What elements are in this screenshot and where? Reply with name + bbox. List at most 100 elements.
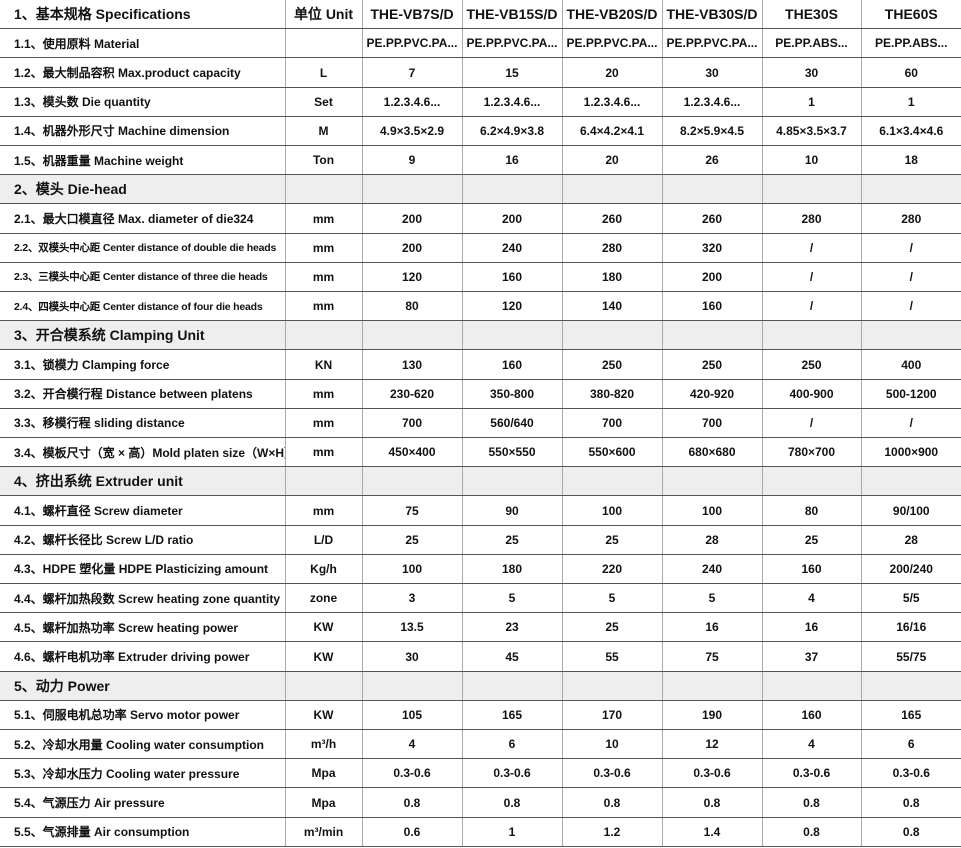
value-cell: 160: [761, 700, 861, 731]
spec-label: 4.2、螺杆长径比 Screw L/D ratio: [0, 525, 285, 555]
value-cell: 25: [561, 525, 662, 555]
value-cell: 1.4: [661, 817, 762, 848]
value-cell: 200: [661, 262, 762, 293]
empty-cell: [561, 466, 662, 497]
value-cell: 380-820: [561, 379, 662, 409]
value-cell: 28: [860, 525, 961, 555]
value-cell: 0.8: [761, 817, 861, 848]
value-cell: /: [860, 233, 961, 263]
value-cell: 260: [561, 203, 662, 234]
spec-label: 4.1、螺杆直径 Screw diameter: [0, 495, 285, 526]
section-title: 3、开合模系统 Clamping Unit: [0, 320, 285, 351]
column-header: THE-VB15S/D: [461, 0, 562, 30]
value-cell: 280: [860, 203, 961, 234]
unit-cell: Kg/h: [284, 554, 362, 585]
value-cell: 16: [761, 612, 861, 643]
spec-row: 1.3、模头数 Die quantity Set 1.2.3.4.6... 1.2.3…: [0, 87, 961, 117]
spec-row: 4.6、螺杆电机功率 Extruder driving power KW 30 45 5…: [0, 641, 961, 672]
value-cell: 16: [661, 612, 762, 643]
value-cell: 16/16: [860, 612, 961, 643]
unit-cell: Ton: [284, 145, 362, 176]
value-cell: 240: [661, 554, 762, 585]
value-cell: 350-800: [461, 379, 562, 409]
empty-cell: [761, 174, 861, 205]
spec-row: 2.2、双模头中心距 Center distance of double die…: [0, 233, 961, 263]
value-cell: 6: [461, 729, 562, 760]
value-cell: /: [860, 408, 961, 439]
spec-label: 2.4、四模头中心距 Center distance of four die h…: [0, 291, 285, 322]
value-cell: 0.3-0.6: [561, 758, 662, 789]
spec-row: 1.5、机器重量 Machine weight Ton 9 16 20 26 10 18: [0, 145, 961, 176]
unit-cell: M: [284, 116, 362, 147]
unit-cell: KW: [284, 700, 362, 731]
spec-row: 2.3、三模头中心距 Center distance of three die …: [0, 262, 961, 293]
spec-row: 5.4、气源压力 Air pressure Mpa 0.8 0.8 0.8 0.8 0.8 0…: [0, 787, 961, 818]
spec-row: 1.2、最大制品容积 Max.product capacity L 7 15 20 30 3…: [0, 57, 961, 88]
spec-row: 4.3、HDPE 塑化量 HDPE Plasticizing amount Kg/…: [0, 554, 961, 585]
empty-cell: [561, 174, 662, 205]
value-cell: 0.8: [661, 787, 762, 818]
value-cell: /: [761, 262, 861, 293]
spec-row: 5.2、冷却水用量 Cooling water consumption m³/h 4…: [0, 729, 961, 760]
unit-cell: mm: [284, 203, 362, 234]
value-cell: 25: [761, 525, 861, 555]
value-cell: 16: [461, 145, 562, 176]
spec-label: 5.3、冷却水压力 Cooling water pressure: [0, 758, 285, 789]
value-cell: 1: [761, 87, 861, 117]
value-cell: 180: [461, 554, 562, 585]
spec-label: 5.5、气源排量 Air consumption: [0, 817, 285, 848]
value-cell: 6.1×3.4×4.6: [860, 116, 961, 147]
value-cell: 7: [361, 57, 462, 88]
empty-cell: [860, 671, 961, 701]
value-cell: 30: [361, 641, 462, 672]
empty-cell: [661, 466, 762, 497]
empty-cell: [561, 320, 662, 351]
column-header: THE60S: [860, 0, 961, 30]
empty-cell: [761, 671, 861, 701]
spec-label: 1.4、机器外形尺寸 Machine dimension: [0, 116, 285, 147]
spec-row: 1.1、使用原料 Material PE.PP.PVC.PA... PE.PP.PV…: [0, 28, 961, 59]
value-cell: 200: [361, 233, 462, 263]
column-header: THE-VB7S/D: [361, 0, 462, 30]
value-cell: 260: [661, 203, 762, 234]
value-cell: 1.2.3.4.6...: [361, 87, 462, 117]
value-cell: 320: [661, 233, 762, 263]
value-cell: 190: [661, 700, 762, 731]
value-cell: 0.8: [561, 787, 662, 818]
spec-row: 4.4、螺杆加热段数 Screw heating zone quantity zo…: [0, 583, 961, 614]
value-cell: 550×600: [561, 437, 662, 468]
empty-cell: [761, 466, 861, 497]
value-cell: 450×400: [361, 437, 462, 468]
value-cell: 1.2: [561, 817, 662, 848]
section-title: 1、基本规格 Specifications: [0, 0, 285, 30]
value-cell: 25: [361, 525, 462, 555]
empty-cell: [860, 466, 961, 497]
spec-label: 2.2、双模头中心距 Center distance of double die…: [0, 233, 285, 263]
value-cell: 280: [761, 203, 861, 234]
spec-row: 2.1、最大口模直径 Max. diameter of die324 mm 200 2…: [0, 203, 961, 234]
value-cell: /: [761, 233, 861, 263]
unit-cell: Set: [284, 87, 362, 117]
value-cell: 220: [561, 554, 662, 585]
value-cell: 10: [561, 729, 662, 760]
value-cell: 5: [461, 583, 562, 614]
spec-row: 3.1、锁模力 Clamping force KN 130 160 250 250 250 4…: [0, 349, 961, 380]
value-cell: 400: [860, 349, 961, 380]
value-cell: PE.PP.PVC.PA...: [461, 28, 562, 59]
unit-cell: KN: [284, 349, 362, 380]
value-cell: 550×550: [461, 437, 562, 468]
value-cell: 75: [661, 641, 762, 672]
value-cell: 13.5: [361, 612, 462, 643]
value-cell: 400-900: [761, 379, 861, 409]
header-row: 1、基本规格 Specifications 单位 Unit THE-VB7S/D TH…: [0, 0, 961, 30]
value-cell: 700: [661, 408, 762, 439]
value-cell: 0.3-0.6: [761, 758, 861, 789]
value-cell: /: [761, 408, 861, 439]
value-cell: 80: [761, 495, 861, 526]
column-header: THE-VB20S/D: [561, 0, 662, 30]
value-cell: 6: [860, 729, 961, 760]
column-header: THE30S: [761, 0, 861, 30]
value-cell: 1: [860, 87, 961, 117]
spec-row: 4.1、螺杆直径 Screw diameter mm 75 90 100 100 80 90/…: [0, 495, 961, 526]
